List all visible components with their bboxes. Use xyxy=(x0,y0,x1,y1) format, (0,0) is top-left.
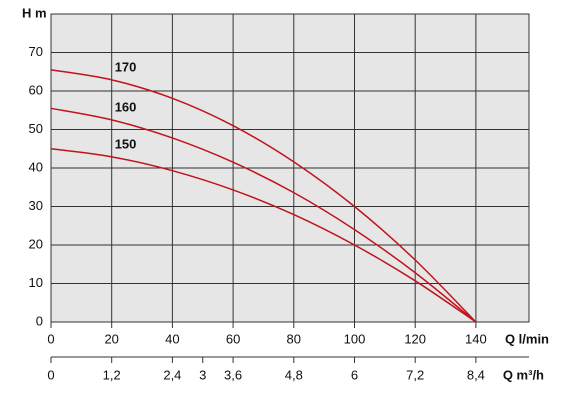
x2-tick-label: 3 xyxy=(199,367,206,382)
curve-label: 170 xyxy=(115,59,137,74)
x2-tick-label: 6 xyxy=(351,367,358,382)
x-tick-label: 20 xyxy=(104,331,118,346)
x2-tick-label: 2,4 xyxy=(163,367,181,382)
y-tick-label: 50 xyxy=(29,121,43,136)
y-tick-label: 0 xyxy=(36,313,43,328)
y-tick-label: 30 xyxy=(29,198,43,213)
x-axis-title: Q l/min xyxy=(505,331,549,346)
x-tick-label: 60 xyxy=(226,331,240,346)
y-tick-label: 40 xyxy=(29,159,43,174)
x-tick-label: 80 xyxy=(287,331,301,346)
x-tick-label: 100 xyxy=(344,331,366,346)
curve xyxy=(50,148,477,323)
y-tick-label: 70 xyxy=(29,44,43,59)
curve xyxy=(50,69,477,323)
x2-axis-title: Q m³/h xyxy=(503,367,544,382)
y-tick-label: 20 xyxy=(29,236,43,251)
x-tick-label: 0 xyxy=(47,331,54,346)
x2-tick-label: 0 xyxy=(47,367,54,382)
curve-label: 160 xyxy=(115,99,137,114)
x-tick-label: 40 xyxy=(165,331,179,346)
x-tick-label: 120 xyxy=(404,331,426,346)
x-tick-label: 140 xyxy=(465,331,487,346)
x2-tick-label: 4,8 xyxy=(285,367,303,382)
x2-tick-label: 7,2 xyxy=(406,367,424,382)
y-tick-label: 60 xyxy=(29,82,43,97)
y-tick-label: 10 xyxy=(29,275,43,290)
x2-tick-label: 3,6 xyxy=(224,367,242,382)
curve-label: 150 xyxy=(115,136,137,151)
curve xyxy=(50,107,477,323)
x2-tick-label: 8,4 xyxy=(467,367,485,382)
x2-tick-label: 1,2 xyxy=(103,367,121,382)
y-axis-title: H m xyxy=(22,5,47,20)
